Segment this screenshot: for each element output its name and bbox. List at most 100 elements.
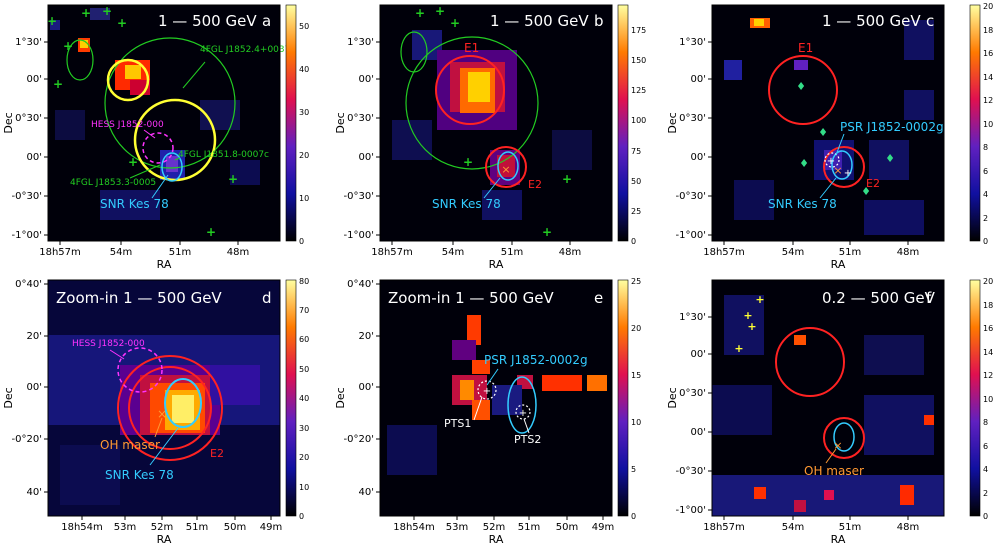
- svg-text:+: +: [128, 155, 138, 169]
- colorbar-tick: 0: [631, 512, 636, 521]
- panel-title: 1 — 500 GeV: [490, 12, 589, 30]
- panel-title: Zoom-in 1 — 500 GeV: [388, 289, 554, 307]
- pointer-snr-kes78: [151, 174, 169, 199]
- label-hess: HESS J1852-000: [72, 339, 145, 349]
- label-e2: E2: [210, 447, 224, 460]
- y-axis-label: Dec: [2, 387, 15, 408]
- colorbar-tick: 16: [983, 49, 993, 58]
- colorbar: [285, 279, 297, 517]
- panel-letter: c: [926, 12, 934, 30]
- panel-letter: b: [594, 12, 604, 30]
- heatmap-b: [380, 5, 612, 241]
- source-markers-b: + + + + + +: [415, 4, 572, 239]
- region-4fgl-j1852-circle: [104, 37, 236, 169]
- x-tick: 48m: [227, 247, 249, 258]
- panel-letter: e: [594, 289, 603, 307]
- oh-maser-marker: ×: [833, 164, 842, 177]
- label-oh-maser: OH maser: [100, 438, 160, 452]
- x-axis-label: RA: [489, 533, 504, 546]
- panel-title: 1 — 500 GeV: [822, 12, 921, 30]
- y-tick: 00': [359, 74, 374, 85]
- x-tick: 52m: [151, 522, 173, 533]
- plot-frame: [47, 4, 281, 242]
- y-tick: 0°40': [15, 279, 42, 290]
- x-tick: 53m: [114, 522, 136, 533]
- panel-c: ♦ ♦ ♦ ♦ ♦ + + × 1 — 500 GeV c E1 PSR J18…: [664, 0, 997, 276]
- colorbar-tick: 8: [983, 143, 988, 152]
- x-tick: 51m: [169, 247, 191, 258]
- colorbar-tick: 50: [631, 177, 641, 186]
- svg-text:+: +: [206, 225, 216, 239]
- y-tick: 0°30': [15, 113, 42, 124]
- y-tick: 00': [691, 427, 706, 438]
- svg-text:♦: ♦: [818, 126, 828, 139]
- colorbar-tick: 0: [631, 237, 636, 246]
- label-snr-kes78: SNR Kes 78: [105, 468, 174, 482]
- svg-text:+: +: [463, 155, 473, 169]
- x-tick: 51m: [839, 522, 861, 533]
- colorbar-tick: 15: [631, 371, 641, 380]
- region-hess-circle: [117, 347, 163, 393]
- panel-d: × Zoom-in 1 — 500 GeV d HESS J1852-000 O…: [0, 275, 330, 551]
- oh-maser-marker: ×: [157, 407, 167, 421]
- region-psr-circle: [824, 152, 840, 168]
- colorbar-tick: 20: [983, 2, 993, 11]
- pointer-pts1: [473, 396, 483, 421]
- colorbar-tick: 6: [983, 167, 988, 176]
- pts1-marker: +: [483, 386, 491, 397]
- heatmap-d: [48, 280, 280, 516]
- x-tick: 49m: [592, 522, 614, 533]
- y-tick: -0°20': [12, 434, 42, 445]
- label-e1: E1: [798, 41, 813, 55]
- x-axis-label: RA: [157, 258, 172, 271]
- svg-text:+: +: [102, 4, 112, 18]
- colorbar-tick: 18: [983, 301, 993, 310]
- colorbar-tick: 10: [983, 120, 993, 129]
- heatmap-c: [712, 5, 944, 241]
- region-e2-inner: [128, 366, 212, 450]
- label-e2: E2: [528, 178, 542, 191]
- region-snr-kes78: [497, 151, 519, 181]
- colorbar-tick: 40: [299, 65, 309, 74]
- pts2-marker: +: [519, 408, 527, 419]
- colorbar-tick: 70: [299, 306, 309, 315]
- heatmap-e: [380, 280, 612, 516]
- svg-text:+: +: [734, 342, 743, 355]
- colorbar: [969, 279, 981, 517]
- oh-maser-marker: ×: [833, 439, 842, 452]
- label-4fgl-j1851: 4FGL J1851.8-0007c: [178, 150, 269, 160]
- label-snr-kes78: SNR Kes 78: [100, 197, 169, 211]
- x-tick: 50m: [556, 522, 578, 533]
- x-tick: 18h57m: [39, 247, 81, 258]
- plot-frame: [711, 4, 945, 242]
- panel-f: + + + + × 0.2 — 500 GeV f OH maser 18h57…: [664, 275, 997, 551]
- svg-text:♦: ♦: [861, 185, 871, 198]
- pointer-snr-kes78: [483, 177, 501, 199]
- psr-marker: +: [827, 156, 835, 167]
- label-psr: PSR J1852-0002g: [840, 120, 944, 134]
- x-tick: 18h57m: [371, 247, 413, 258]
- colorbar-tick: 25: [631, 207, 641, 216]
- svg-text:+: +: [747, 320, 756, 333]
- colorbar-tick: 10: [299, 194, 309, 203]
- label-snr-kes78: SNR Kes 78: [768, 197, 837, 211]
- x-tick: 54m: [110, 247, 132, 258]
- region-e1: [768, 55, 838, 125]
- colorbar-tick: 0: [983, 237, 988, 246]
- y-axis-label: Dec: [666, 112, 679, 133]
- axis-ticks: [44, 41, 239, 245]
- pointer-psr: [486, 368, 499, 386]
- colorbar-tick: 18: [983, 26, 993, 35]
- region-e2: [823, 417, 865, 459]
- colorbar: [617, 279, 629, 517]
- y-tick: 00': [691, 74, 706, 85]
- y-tick: -0°20': [344, 434, 374, 445]
- colorbar-tick: 14: [983, 73, 993, 82]
- y-tick: -1°00': [12, 230, 42, 241]
- y-tick: 0°30': [347, 113, 374, 124]
- pointer-4fgl-j1851: [174, 157, 181, 161]
- region-hess-circle: [142, 132, 174, 164]
- colorbar-tick: 10: [983, 395, 993, 404]
- region-snr-kes78: [507, 376, 537, 434]
- source-markers-a: + + + + + + + + +: [47, 4, 238, 239]
